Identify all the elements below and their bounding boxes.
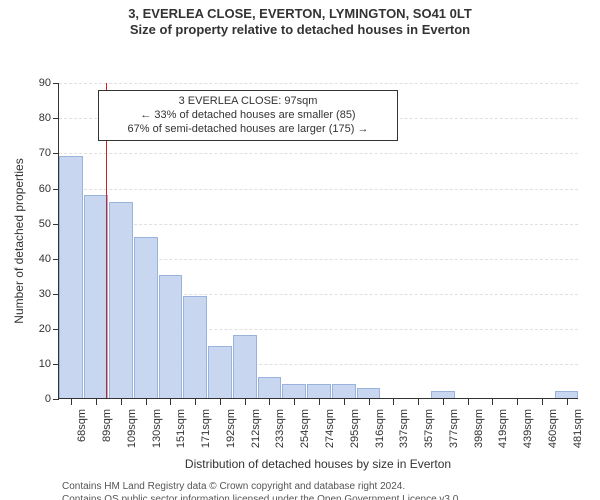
x-tick: [269, 399, 270, 405]
x-tick-label: 68sqm: [76, 409, 88, 459]
bar: [357, 388, 381, 399]
y-tick: [53, 118, 59, 119]
y-tick-label: 80: [25, 112, 51, 124]
footnote: Contains HM Land Registry data © Crown c…: [62, 481, 461, 500]
title-line-2: Size of property relative to detached ho…: [0, 22, 600, 38]
plot-area: 010203040506070809068sqm89sqm109sqm130sq…: [58, 83, 578, 399]
y-tick: [53, 224, 59, 225]
x-tick-label: 377sqm: [448, 409, 460, 459]
x-tick: [567, 399, 568, 405]
bar: [307, 384, 331, 398]
bar: [282, 384, 306, 398]
footnote-line-1: Contains HM Land Registry data © Crown c…: [62, 481, 461, 494]
bar: [555, 391, 579, 398]
grid-line: [59, 189, 578, 190]
x-tick: [319, 399, 320, 405]
x-tick: [443, 399, 444, 405]
x-tick: [344, 399, 345, 405]
chart-container: 0 10 20 30 40 50 60 70 80 90 68sqm 89sqm 109sqm 130sq…: [0, 37, 600, 500]
y-tick-label: 70: [25, 147, 51, 159]
x-tick-label: 439sqm: [522, 409, 534, 459]
y-tick: [53, 294, 59, 295]
x-tick: [220, 399, 221, 405]
x-tick-label: 295sqm: [349, 409, 361, 459]
bar: [59, 156, 83, 398]
x-tick-label: 171sqm: [200, 409, 212, 459]
bar: [109, 202, 133, 399]
x-tick-label: 357sqm: [423, 409, 435, 459]
x-tick: [294, 399, 295, 405]
x-tick-label: 274sqm: [324, 409, 336, 459]
grid-line: [59, 83, 578, 84]
annotation-line: 67% of semi-detached houses are larger (…: [107, 123, 389, 137]
x-tick-label: 151sqm: [175, 409, 187, 459]
grid-line: [59, 224, 578, 225]
x-tick-label: 89sqm: [101, 409, 113, 459]
annotation-box: 3 EVERLEA CLOSE: 97sqm← 33% of detached …: [98, 90, 398, 141]
x-tick: [468, 399, 469, 405]
x-tick: [71, 399, 72, 405]
x-tick: [517, 399, 518, 405]
annotation-line: ← 33% of detached houses are smaller (85…: [107, 109, 389, 123]
x-tick: [170, 399, 171, 405]
y-tick-label: 50: [25, 218, 51, 230]
y-tick: [53, 83, 59, 84]
x-tick: [146, 399, 147, 405]
bar: [84, 195, 108, 399]
y-tick-label: 30: [25, 288, 51, 300]
x-tick: [393, 399, 394, 405]
bar: [233, 335, 257, 398]
x-tick-label: 460sqm: [547, 409, 559, 459]
x-tick: [96, 399, 97, 405]
x-tick: [542, 399, 543, 405]
y-tick-label: 40: [25, 253, 51, 265]
x-tick-label: 254sqm: [299, 409, 311, 459]
x-tick-label: 109sqm: [126, 409, 138, 459]
x-tick-label: 212sqm: [250, 409, 262, 459]
y-tick-label: 60: [25, 183, 51, 195]
y-tick: [53, 399, 59, 400]
bar: [159, 275, 183, 398]
bar: [134, 237, 158, 399]
bar: [258, 377, 282, 398]
x-tick: [121, 399, 122, 405]
x-tick: [245, 399, 246, 405]
y-tick: [53, 329, 59, 330]
footnote-line-2: Contains OS public sector information li…: [62, 494, 461, 500]
x-tick-label: 481sqm: [572, 409, 584, 459]
bar: [208, 346, 232, 399]
x-tick: [369, 399, 370, 405]
y-tick: [53, 189, 59, 190]
y-tick-label: 20: [25, 323, 51, 335]
bar: [431, 391, 455, 398]
x-tick-label: 233sqm: [274, 409, 286, 459]
x-tick-label: 419sqm: [497, 409, 509, 459]
y-tick-label: 90: [25, 77, 51, 89]
x-tick-label: 192sqm: [225, 409, 237, 459]
x-tick-label: 316sqm: [374, 409, 386, 459]
y-tick: [53, 153, 59, 154]
y-tick-label: 10: [25, 358, 51, 370]
annotation-line: 3 EVERLEA CLOSE: 97sqm: [107, 95, 389, 109]
x-tick: [418, 399, 419, 405]
x-tick-label: 398sqm: [473, 409, 485, 459]
y-tick-label: 0: [25, 393, 51, 405]
y-axis-label: Number of detached properties: [12, 141, 26, 341]
bar: [183, 296, 207, 398]
x-tick: [492, 399, 493, 405]
x-tick-label: 130sqm: [151, 409, 163, 459]
x-tick: [195, 399, 196, 405]
title-line-1: 3, EVERLEA CLOSE, EVERTON, LYMINGTON, SO…: [0, 6, 600, 22]
x-tick-label: 337sqm: [398, 409, 410, 459]
x-axis-label: Distribution of detached houses by size …: [58, 457, 578, 471]
bar: [332, 384, 356, 398]
y-tick: [53, 364, 59, 365]
y-tick: [53, 259, 59, 260]
grid-line: [59, 153, 578, 154]
